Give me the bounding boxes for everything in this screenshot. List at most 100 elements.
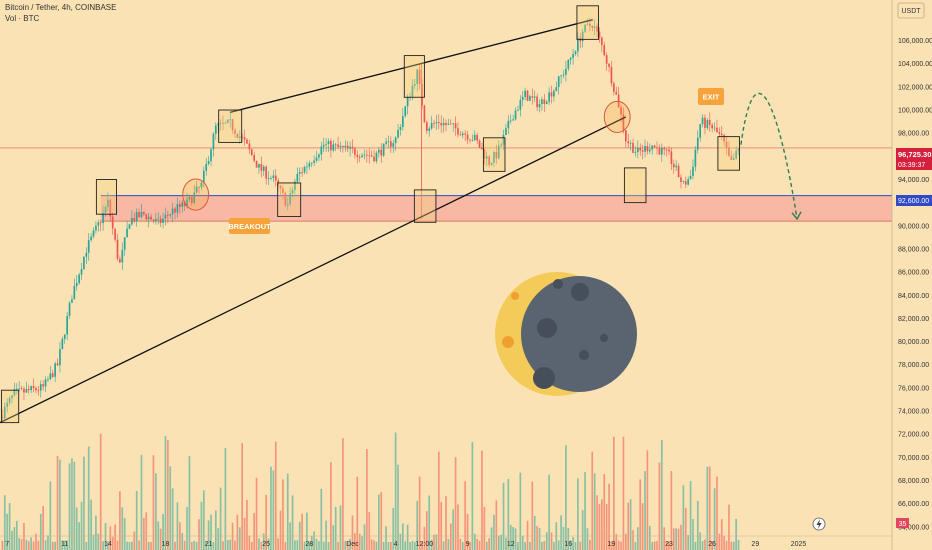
candle-body	[63, 334, 66, 339]
volume-bar	[718, 533, 721, 550]
volume-bar	[214, 510, 217, 550]
candle-body	[521, 97, 524, 100]
candle-body	[243, 137, 246, 140]
volume-bar	[375, 541, 378, 550]
candle-body	[171, 208, 174, 215]
volume-bar	[205, 541, 208, 550]
x-tick-label: 21	[205, 541, 213, 548]
volume-badge: 35	[896, 518, 909, 528]
breakout-tag[interactable]: BREAKOUT	[228, 218, 271, 234]
volume-bar	[238, 527, 241, 550]
volume-bar	[344, 540, 347, 550]
candle-body	[636, 147, 639, 153]
symbol-header: Bitcoin / Tether, 4h, COINBASE	[5, 3, 117, 12]
candle-body	[282, 188, 284, 194]
x-tick-label: 28	[305, 541, 313, 548]
volume-bar	[397, 464, 399, 550]
volume-bar	[63, 540, 66, 550]
volume-bar	[313, 531, 315, 550]
y-tick-label: 66,000.00	[898, 501, 929, 508]
candle-body	[507, 120, 510, 129]
candle-body	[562, 74, 565, 76]
volume-bar	[672, 528, 675, 550]
volume-bar	[107, 541, 109, 550]
pivot-box	[218, 109, 243, 143]
volume-bar	[222, 541, 224, 550]
volume-bar	[665, 541, 668, 550]
volume-bar	[639, 479, 642, 550]
candle-body	[123, 237, 126, 250]
breakout-tag-bg	[229, 218, 270, 234]
drawings	[0, 5, 802, 424]
candle-body	[382, 143, 385, 156]
volume-bar	[71, 458, 73, 550]
candle-body	[730, 156, 733, 160]
volume-bar	[90, 499, 92, 550]
volume-bar	[104, 522, 107, 550]
volume-bar	[632, 530, 634, 550]
candle-body	[366, 154, 368, 156]
candle-body	[373, 156, 375, 162]
volume-bar	[589, 539, 591, 550]
volume-bar	[140, 454, 143, 550]
candle-body	[59, 349, 61, 366]
volume-bar	[23, 522, 25, 550]
candle-body	[413, 84, 416, 86]
candle-body	[90, 236, 92, 241]
x-tick-label: 2025	[791, 541, 807, 548]
volume-bar	[361, 536, 363, 550]
volume-bar	[591, 451, 594, 550]
candle-body	[320, 146, 323, 155]
candle-body	[327, 140, 330, 144]
currency-box-border	[897, 2, 925, 19]
volume-bar	[11, 530, 13, 550]
volume-bar	[711, 540, 714, 550]
volume-bar	[303, 541, 306, 550]
candle-body	[222, 122, 224, 124]
volume-bar	[143, 517, 145, 550]
candle-body	[651, 145, 654, 150]
exit-tag[interactable]: EXIT	[698, 88, 724, 105]
volume-bar	[42, 506, 45, 550]
candle-body	[473, 134, 476, 140]
volume-bar	[99, 433, 102, 550]
candle-body	[617, 94, 620, 108]
currency-label: USDT	[901, 8, 921, 15]
candle-body	[150, 216, 152, 220]
volume-bar	[483, 506, 486, 550]
volume-bar	[735, 518, 737, 550]
volume-bar	[294, 540, 296, 550]
candle-body	[202, 170, 205, 183]
lightning-icon[interactable]	[812, 517, 826, 531]
candle-body	[644, 146, 646, 152]
volume-bar	[706, 466, 709, 550]
volume-bar	[339, 505, 342, 550]
candle-body	[138, 211, 140, 218]
volume-bar	[270, 466, 272, 550]
moon-body	[521, 276, 637, 392]
volume-bar	[231, 522, 234, 550]
volume-bar	[401, 523, 404, 550]
volume-bar	[250, 541, 253, 550]
volume-bar	[615, 533, 618, 550]
volume-bar	[634, 541, 637, 550]
candle-body	[133, 217, 136, 222]
candle-body	[140, 211, 143, 218]
volume-bar	[39, 513, 42, 550]
volume-bar	[457, 504, 459, 550]
volume-bar	[629, 499, 632, 550]
candle-body	[505, 128, 507, 135]
candle-body	[334, 144, 337, 146]
volume-bar	[675, 528, 678, 550]
volume-bar	[219, 487, 222, 550]
candle-body	[624, 130, 627, 142]
candle-body	[610, 66, 613, 84]
currency-box[interactable]: USDT	[897, 2, 925, 19]
volume-bar	[593, 473, 596, 550]
candle-body	[234, 130, 236, 134]
volume-bar	[25, 539, 28, 550]
candle-body	[20, 388, 23, 390]
candle-body	[385, 141, 387, 144]
